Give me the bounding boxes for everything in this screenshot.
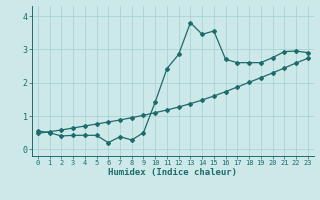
X-axis label: Humidex (Indice chaleur): Humidex (Indice chaleur) <box>108 168 237 177</box>
